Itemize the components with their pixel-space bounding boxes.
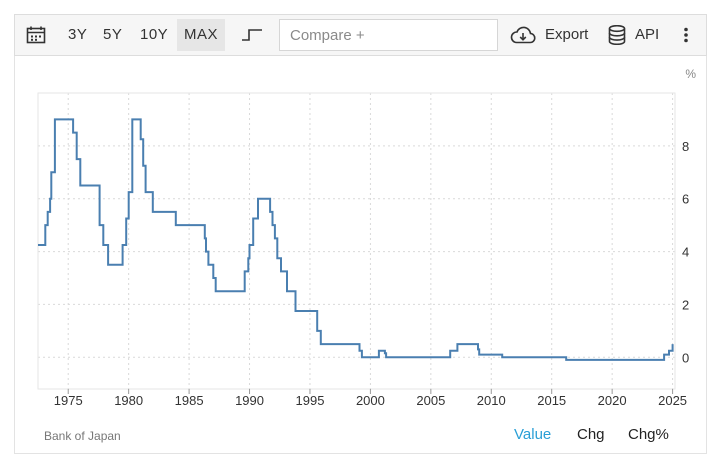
export-button[interactable]: Export: [545, 26, 589, 43]
x-tick-label: 1985: [175, 393, 204, 408]
tab-chg[interactable]: Chg: [577, 426, 605, 443]
step-line-icon[interactable]: [241, 27, 263, 48]
range-button-max[interactable]: MAX: [177, 19, 226, 51]
x-tick-label: 1980: [114, 393, 143, 408]
tab-value[interactable]: Value: [514, 426, 552, 443]
range-button-5y[interactable]: 5Y: [103, 26, 123, 43]
y-tick-label: 0: [682, 350, 689, 365]
x-tick-label: 1990: [235, 393, 264, 408]
range-button-3y[interactable]: 3Y: [68, 26, 88, 43]
chart-grid: [38, 93, 675, 389]
database-icon[interactable]: [608, 24, 626, 50]
x-tick-label: 2020: [598, 393, 627, 408]
x-tick-label: 2025: [658, 393, 687, 408]
calendar-icon[interactable]: [26, 26, 46, 49]
x-tick-label: 1975: [54, 393, 83, 408]
x-tick-label: 2015: [537, 393, 566, 408]
series-line: [38, 118, 674, 361]
tab-chg-percent[interactable]: Chg%: [628, 426, 669, 443]
y-axis-ticks: 0 2 4 6 8: [682, 139, 689, 365]
chart-toolbar: 3Y 5Y 10Y MAX Export API: [14, 14, 707, 56]
cloud-download-icon[interactable]: [510, 26, 536, 49]
y-tick-label: 6: [682, 192, 689, 207]
more-vertical-icon[interactable]: [683, 27, 689, 48]
plot-border: [37, 92, 676, 390]
y-tick-label: 2: [682, 297, 689, 312]
compare-input[interactable]: [279, 19, 498, 51]
x-tick-label: 2010: [477, 393, 506, 408]
api-button[interactable]: API: [635, 26, 660, 43]
x-tick-label: 2005: [416, 393, 445, 408]
source-label: Bank of Japan: [44, 429, 121, 443]
x-tick-label: 1995: [296, 393, 325, 408]
x-axis-ticks: 1975 1980 1985 1990 1995 2000 2005 2010 2015 2020…: [54, 389, 687, 408]
y-tick-label: 8: [682, 139, 689, 154]
unit-label: %: [685, 67, 696, 81]
x-tick-label: 2000: [356, 393, 385, 408]
y-tick-label: 4: [682, 245, 689, 260]
range-button-10y[interactable]: 10Y: [140, 26, 169, 43]
